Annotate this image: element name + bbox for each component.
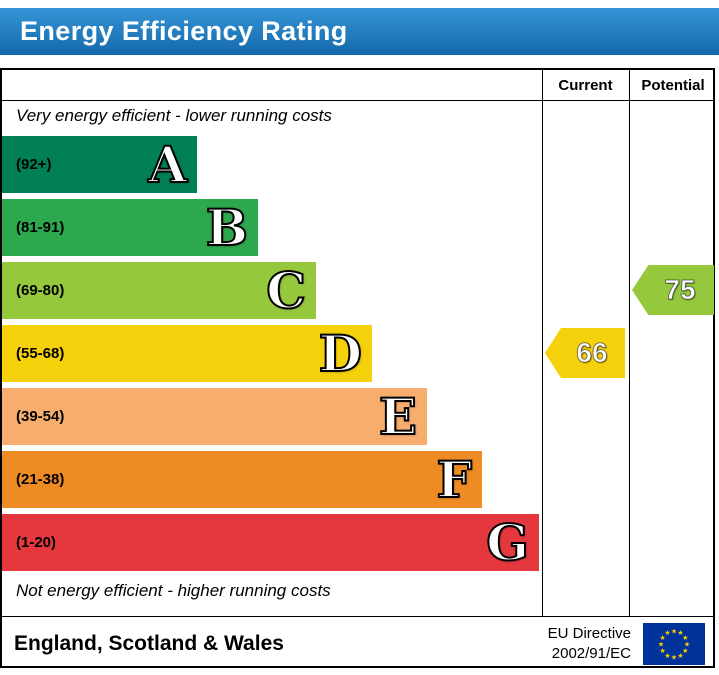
band-c-letter: C: [265, 260, 307, 320]
band-a-range: (92+): [16, 156, 52, 173]
band-f-bar: (21-38) F: [2, 451, 482, 508]
band-d-bar: (55-68) D: [2, 325, 372, 382]
title-bar: Energy Efficiency Rating: [0, 8, 719, 55]
band-d-letter: D: [318, 323, 363, 383]
region-label: England, Scotland & Wales: [14, 631, 284, 655]
svg-text:★: ★: [671, 627, 677, 635]
current-column-header: Current: [558, 76, 613, 94]
band-e-letter: E: [378, 386, 418, 446]
svg-text:★: ★: [677, 651, 683, 659]
band-a-bar: (92+) A: [2, 136, 197, 193]
band-b-range: (81-91): [16, 219, 65, 236]
svg-text:★: ★: [684, 640, 690, 648]
current-rating-indicator: 66: [545, 328, 625, 378]
band-e-bar: (39-54) E: [2, 388, 427, 445]
band-e-range: (39-54): [16, 408, 65, 425]
band-b-bar: (81-91) B: [2, 199, 258, 256]
band-c-range: (69-80): [16, 282, 65, 299]
svg-text:★: ★: [671, 653, 677, 661]
rating-chart: Current Potential Very energy efficient …: [0, 68, 715, 668]
band-g-range: (1-20): [16, 534, 57, 551]
svg-text:★: ★: [660, 647, 666, 655]
potential-rating-indicator: 75: [632, 265, 714, 315]
svg-text:★: ★: [682, 634, 688, 642]
svg-text:★: ★: [664, 629, 670, 637]
band-f-letter: F: [436, 449, 473, 509]
svg-text:★: ★: [660, 634, 666, 642]
potential-column-divider: [629, 70, 630, 616]
band-f-range: (21-38): [16, 471, 65, 488]
header-divider: [2, 100, 713, 101]
svg-text:★: ★: [658, 640, 664, 648]
band-a-letter: A: [147, 134, 188, 194]
svg-text:★: ★: [664, 651, 670, 659]
eu-directive-line1: EU Directive: [547, 625, 631, 642]
band-g-letter: G: [485, 512, 530, 572]
top-note: Very energy efficient - lower running co…: [16, 106, 332, 125]
eu-directive-line2: 2002/91/EC: [551, 644, 631, 662]
bottom-note: Not energy efficient - higher running co…: [16, 581, 331, 600]
current-column-divider: [542, 70, 543, 616]
eu-directive-label: EU Directive 2002/91/EC: [548, 624, 631, 663]
band-b-letter: B: [205, 197, 249, 257]
band-c-bar: (69-80) C: [2, 262, 316, 319]
band-d-range: (55-68): [16, 345, 65, 362]
page-title: Energy Efficiency Rating: [20, 16, 348, 46]
potential-rating-value: 75: [664, 274, 696, 306]
potential-column-header: Potential: [641, 76, 705, 94]
band-g-bar: (1-20) G: [2, 514, 539, 571]
svg-text:★: ★: [677, 629, 683, 637]
eu-flag-icon: ★ ★ ★ ★ ★ ★ ★ ★ ★ ★ ★ ★: [643, 622, 705, 665]
current-rating-value: 66: [576, 337, 608, 369]
svg-text:★: ★: [682, 647, 688, 655]
footer-divider: [2, 616, 713, 617]
chart-footer: England, Scotland & Wales EU Directive 2…: [2, 617, 713, 670]
